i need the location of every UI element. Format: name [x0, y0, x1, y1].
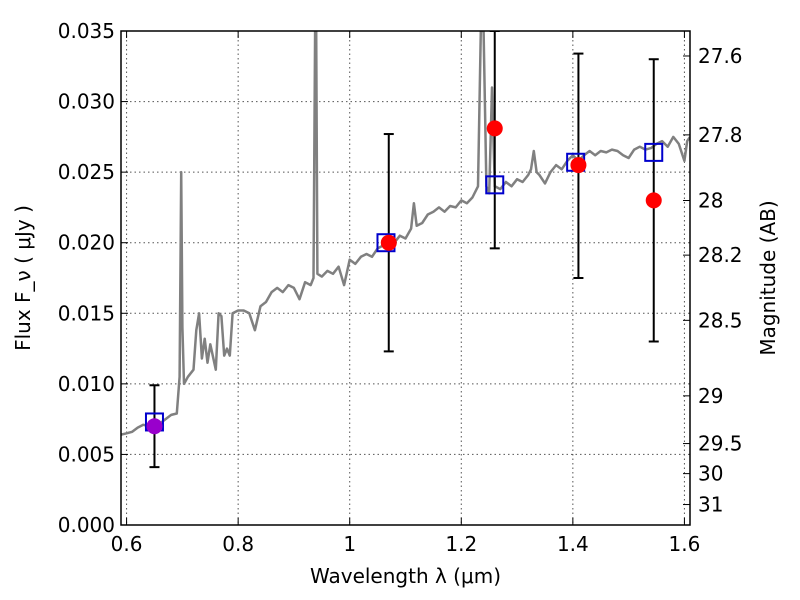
x-tick-label: 1 — [343, 532, 356, 556]
y-tick-label: 0.035 — [58, 19, 115, 43]
right-tick-label: 31 — [698, 493, 723, 517]
observed-point — [486, 120, 503, 137]
model-band-square — [644, 142, 664, 162]
model-band-markers — [144, 142, 664, 432]
x-tick-label: 0.8 — [222, 532, 254, 556]
x-tick-label: 1.2 — [445, 532, 477, 556]
grid — [121, 31, 690, 525]
model-band-square — [485, 175, 505, 195]
error-bars — [149, 31, 659, 469]
y-tick-label: 0.000 — [58, 513, 115, 537]
observed-point — [380, 234, 397, 251]
y-tick-label: 0.015 — [58, 301, 115, 325]
right-tick-label: 28 — [698, 189, 723, 213]
right-tick-label: 28.5 — [698, 308, 743, 332]
y-axis-label: Flux F_ν ( μJy ) — [11, 205, 35, 351]
observed-point — [570, 157, 587, 174]
x-tick-label: 1.6 — [669, 532, 701, 556]
model-spectrum-line — [121, 31, 690, 436]
y-tick-label: 0.025 — [58, 160, 115, 184]
right-tick-label: 27.6 — [698, 44, 743, 68]
y-tick-label: 0.005 — [58, 442, 115, 466]
x-tick-label: 0.6 — [111, 532, 143, 556]
x-axis-ticks: 0.6 0.8 1 1.2 1.4 1.6 — [111, 31, 701, 556]
right-axis-ticks: 27.6 27.8 28 28.2 28.5 29 29.5 30 31 — [683, 44, 743, 517]
x-axis-label: Wavelength λ (μm) — [310, 564, 501, 588]
plot-frame — [120, 30, 691, 526]
right-tick-label: 29 — [698, 384, 723, 408]
right-tick-label: 30 — [698, 462, 723, 486]
observed-points — [146, 120, 662, 435]
right-tick-label: 27.8 — [698, 123, 743, 147]
y-axis-ticks: 0.000 0.005 0.010 0.015 0.020 0.025 0.030 0.035 — [58, 19, 128, 537]
y-tick-label: 0.020 — [58, 231, 115, 255]
y-tick-label: 0.030 — [58, 90, 115, 114]
right-tick-label: 29.5 — [698, 432, 743, 456]
model-spectrum — [121, 31, 690, 436]
observed-point — [645, 192, 662, 209]
right-tick-label: 28.2 — [698, 243, 743, 267]
y-tick-label: 0.010 — [58, 372, 115, 396]
observed-point — [146, 418, 163, 435]
right-axis-label: Magnitude (AB) — [756, 200, 780, 355]
x-tick-label: 1.4 — [557, 532, 589, 556]
